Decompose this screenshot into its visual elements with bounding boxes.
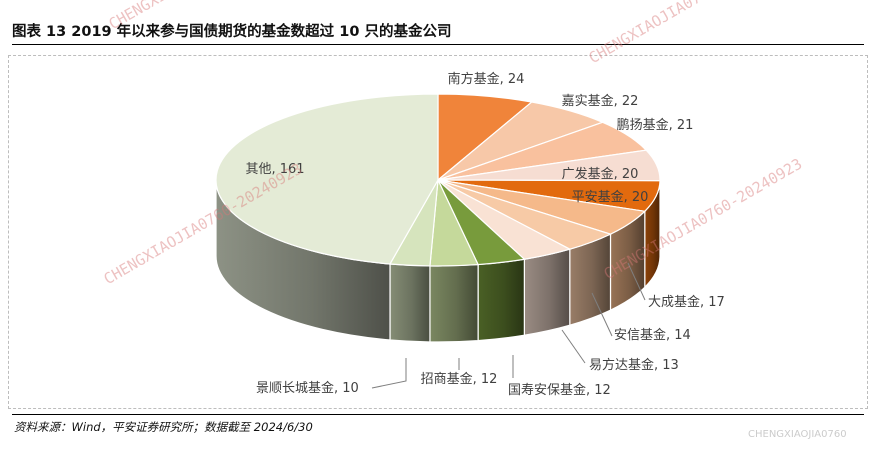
pie-slice-11 — [215, 93, 439, 265]
pie-side-9 — [429, 263, 479, 343]
footer-rule — [12, 414, 864, 415]
source-note: 资料来源：Wind，平安证券研究所；数据截至 2024/6/30 — [14, 420, 313, 434]
pie-side-7 — [523, 248, 571, 336]
figure-header: 图表 13 2019 年以来参与国债期货的基金数超过 10 只的基金公司 — [12, 18, 864, 44]
slice-label-3: 广发基金, 20 — [562, 166, 639, 182]
chart-frame — [8, 55, 868, 409]
pie-side-8 — [477, 258, 525, 342]
leader-line-7 — [561, 329, 586, 364]
leader-line-5 — [627, 262, 646, 301]
slice-label-7: 易方达基金, 13 — [589, 357, 679, 373]
leader-line-10 — [371, 358, 407, 389]
slice-label-11: 其他, 161 — [245, 162, 304, 177]
slice-label-5: 大成基金, 17 — [648, 294, 725, 310]
slice-label-6: 安信基金, 14 — [614, 327, 691, 343]
watermark: CHENGXIAOJIA0760 — [748, 429, 847, 440]
title-rule — [12, 44, 864, 45]
slice-label-2: 鹏扬基金, 21 — [617, 117, 694, 133]
slice-label-0: 南方基金, 24 — [448, 71, 525, 87]
slice-label-4: 平安基金, 20 — [572, 189, 649, 205]
pie-side-10 — [389, 263, 431, 343]
slice-label-1: 嘉实基金, 22 — [562, 93, 639, 109]
leader-line-6 — [591, 292, 613, 337]
pie-top — [215, 93, 661, 267]
slice-label-9: 招商基金, 12 — [421, 371, 498, 387]
figure-title: 图表 13 2019 年以来参与国债期货的基金数超过 10 只的基金公司 — [12, 24, 452, 40]
slice-label-8: 国寿安保基金, 12 — [508, 382, 611, 398]
pie-labels: 南方基金, 24 嘉实基金, 22 鹏扬基金, 21 广发基金, 20 平安基金, 20… — [245, 71, 724, 398]
pie-side-walls — [215, 179, 661, 343]
slice-label-10: 景顺长城基金, 10 — [256, 380, 359, 396]
